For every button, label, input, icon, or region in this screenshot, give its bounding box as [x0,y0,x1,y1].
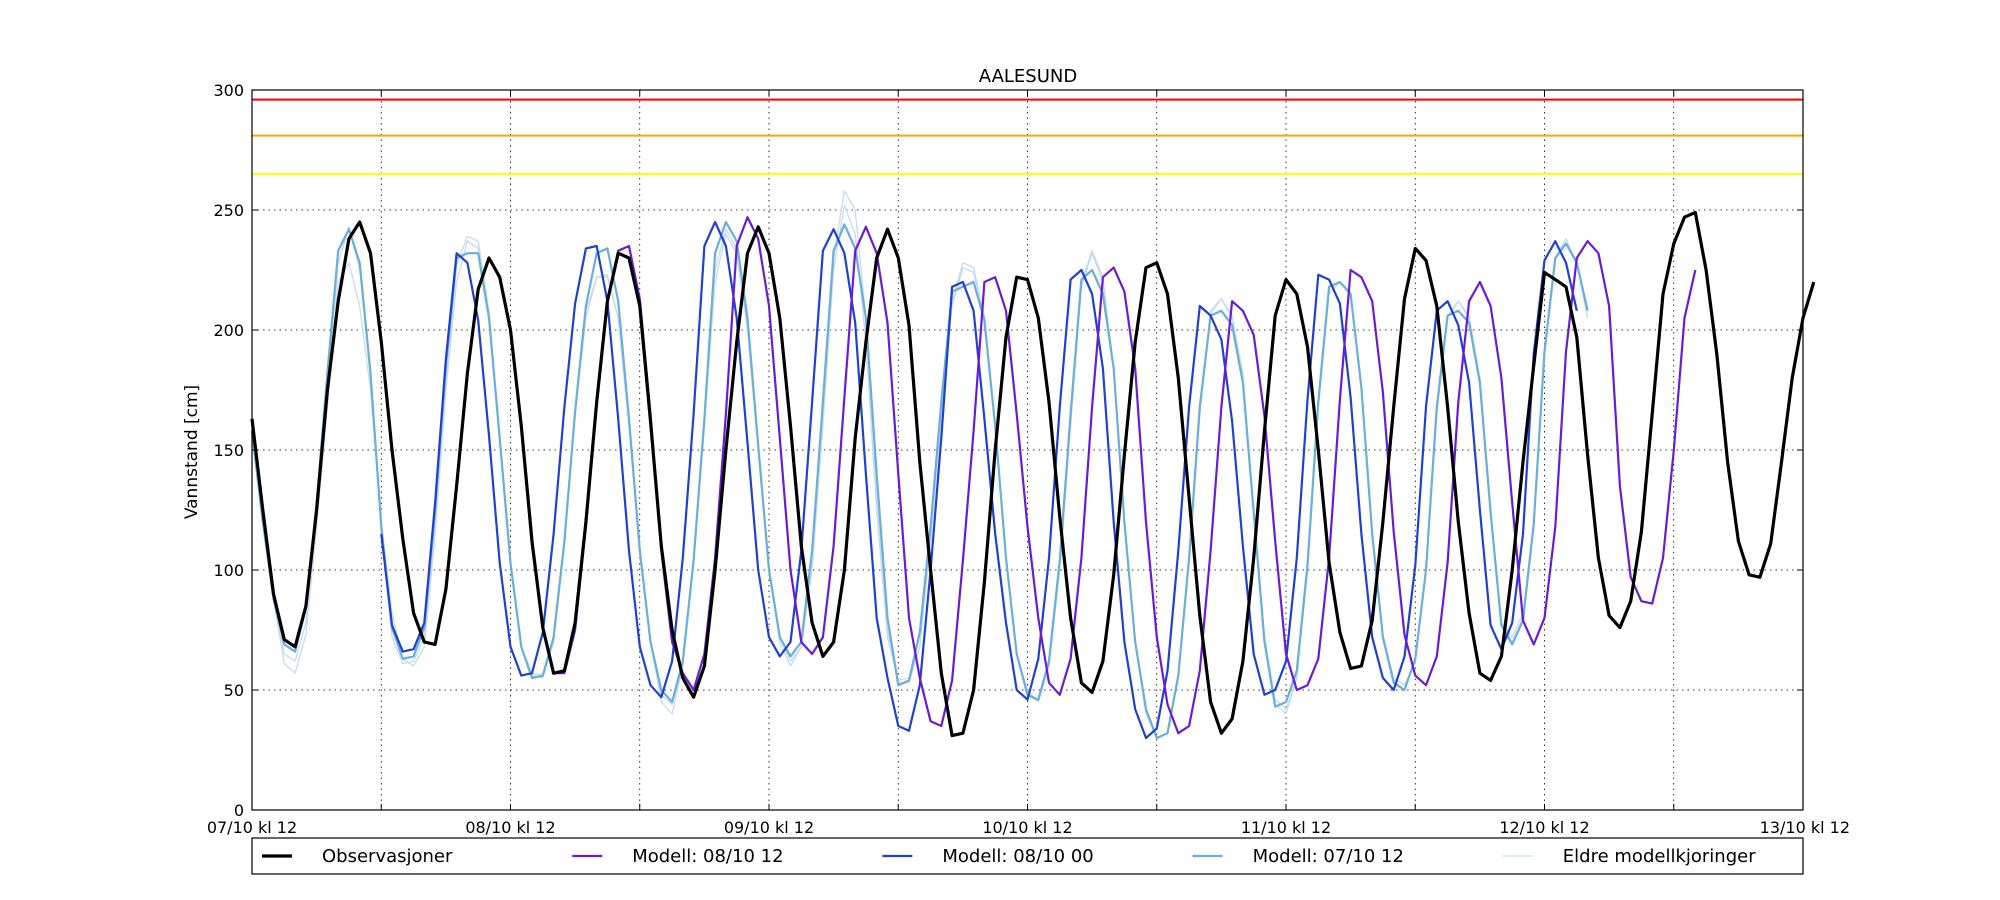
legend-label: Eldre modellkjoringer [1563,846,1756,867]
x-tick-label: 13/10 kl 12 [1760,818,1850,837]
legend-label: Modell: 08/10 00 [942,846,1093,867]
y-tick-label: 200 [213,321,244,340]
y-tick-label: 50 [224,681,244,700]
legend-label: Modell: 08/10 12 [632,846,783,867]
legend-box [251,837,1804,875]
y-tick-label: 300 [213,81,244,100]
x-tick-label: 10/10 kl 12 [982,818,1072,837]
y-tick-label: 250 [213,201,244,220]
x-tick-label: 07/10 kl 12 [207,818,297,837]
legend: Observasjoner Modell: 08/10 12 Modell: 08/… [251,837,1804,875]
y-tick-label: 150 [213,441,244,460]
x-tick-label: 09/10 kl 12 [724,818,814,837]
chart-title: AALESUND [979,66,1077,87]
x-tick-label: 12/10 kl 12 [1499,818,1589,837]
y-tick-label: 0 [234,801,244,820]
ticks: 0 50 100 150 200 250 300 07/10 kl 12 08/10 kl 12… [207,81,1850,837]
series-line [250,220,1589,740]
legend-label: Observasjoner [322,846,453,867]
series-layer [250,190,1816,740]
x-tick-label: 11/10 kl 12 [1241,818,1331,837]
y-axis-label: Vannstand [cm] [182,385,202,519]
series-line [250,210,1816,738]
y-tick-label: 100 [213,561,244,580]
threshold-lines [252,98,1803,175]
grid [252,90,1803,810]
legend-label: Modell: 07/10 12 [1253,846,1404,867]
x-tick-label: 08/10 kl 12 [465,818,555,837]
